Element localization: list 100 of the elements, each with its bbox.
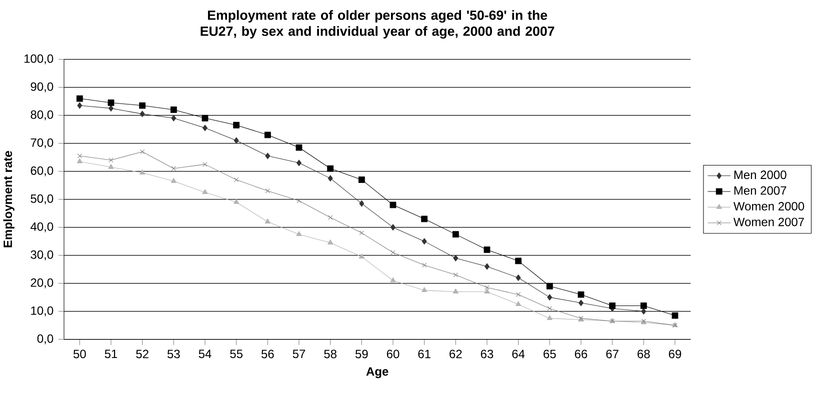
point	[328, 175, 333, 182]
legend-label: Men 2007	[734, 186, 786, 195]
y-tick-label: 100,0	[24, 54, 54, 64]
point	[202, 124, 208, 132]
point	[296, 231, 302, 236]
point	[296, 160, 302, 166]
point	[234, 137, 239, 144]
point	[170, 106, 177, 113]
point	[296, 198, 302, 204]
point	[264, 132, 271, 138]
point	[171, 114, 176, 122]
legend-label: Men 2000	[734, 170, 786, 180]
x-tick-label: 56	[261, 350, 274, 358]
point	[578, 300, 584, 306]
point	[108, 158, 114, 162]
y-tick-label: 80,0	[30, 110, 54, 120]
y-tick-label: 50,0	[30, 194, 54, 204]
point	[609, 302, 616, 309]
point	[390, 250, 396, 255]
point	[484, 246, 490, 253]
point	[76, 158, 82, 164]
point	[546, 282, 553, 290]
point	[328, 215, 333, 220]
point	[359, 230, 364, 236]
x-tick-label: 65	[544, 350, 556, 358]
x-tick-label: 53	[167, 350, 180, 358]
point	[546, 315, 552, 320]
x-tick-label: 67	[606, 350, 618, 358]
y-tick-label: 20,0	[30, 278, 54, 288]
point	[171, 166, 176, 171]
point	[516, 292, 521, 297]
x-tick-label: 64	[512, 350, 525, 358]
x-tick-label: 69	[668, 350, 682, 358]
x-tick-label: 57	[292, 350, 306, 358]
legend-label: Women 2007	[733, 218, 804, 226]
point	[484, 263, 490, 270]
x-tick-label: 60	[386, 350, 400, 358]
point	[264, 218, 270, 224]
point	[76, 95, 83, 102]
point	[108, 100, 114, 106]
y-tick-label: 40,0	[30, 222, 54, 232]
point	[358, 254, 364, 258]
point	[296, 144, 302, 151]
point	[327, 165, 334, 172]
point	[202, 162, 208, 167]
point	[390, 224, 396, 231]
point	[233, 122, 240, 128]
point	[170, 178, 176, 183]
point	[422, 262, 427, 268]
point	[390, 202, 396, 208]
x-tick-label: 66	[574, 350, 588, 358]
x-tick-label: 54	[198, 350, 212, 358]
point	[452, 288, 458, 294]
x-tick-label: 50	[73, 350, 86, 358]
point	[328, 240, 334, 244]
point	[359, 200, 364, 207]
point	[139, 102, 146, 109]
point	[140, 149, 145, 154]
y-tick-label: 70,0	[30, 138, 54, 148]
point	[140, 110, 145, 118]
point	[515, 258, 522, 264]
point	[265, 188, 270, 194]
point	[108, 105, 114, 112]
x-tick-label: 62	[450, 350, 462, 358]
chart-title: Employment rate of older persons aged '50-69' in the EU27, by sex and individual year of age, 2000 and 2007	[200, 10, 554, 39]
x-tick-label: 59	[355, 350, 368, 358]
x-tick-label: 61	[418, 350, 430, 358]
point	[140, 170, 146, 174]
point	[547, 306, 552, 311]
y-tick-label: 10,0	[31, 306, 54, 316]
point	[108, 164, 114, 169]
x-tick-label: 52	[136, 350, 148, 358]
point	[578, 291, 584, 298]
point	[202, 114, 208, 122]
y-axis-title: Employment rate	[3, 151, 14, 248]
y-tick-label: 30,0	[30, 250, 54, 260]
y-tick-label: 0,0	[37, 334, 54, 344]
point	[421, 216, 428, 222]
point	[641, 308, 646, 315]
point	[484, 285, 490, 290]
point	[234, 198, 240, 204]
point	[547, 294, 552, 301]
point	[516, 301, 522, 306]
point	[77, 102, 82, 109]
point	[422, 287, 428, 292]
point	[234, 177, 239, 182]
x-tick-label: 68	[638, 350, 650, 358]
point	[672, 312, 678, 319]
y-tick-label: 60,0	[30, 166, 54, 176]
x-tick-label: 58	[324, 350, 336, 358]
x-tick-label: 63	[480, 350, 494, 358]
y-tick-label: 90,0	[30, 82, 54, 92]
x-tick-label: 51	[104, 350, 118, 358]
point	[453, 272, 458, 278]
point	[202, 189, 208, 194]
point	[422, 238, 427, 245]
point	[390, 277, 396, 282]
point	[484, 288, 490, 294]
x-tick-label: 55	[230, 350, 243, 358]
point	[453, 254, 458, 262]
